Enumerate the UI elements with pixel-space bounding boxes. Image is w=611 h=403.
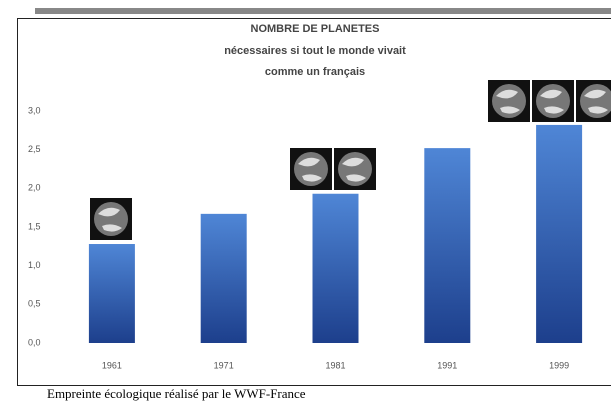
y-tick-label: 1,0: [28, 260, 41, 270]
planet-icon: [290, 148, 332, 190]
chart-subtitle: comme un français: [265, 66, 365, 78]
chart: NOMBRE DE PLANETES nécessaires si tout l…: [0, 0, 611, 403]
x-tick-label: 1971: [214, 360, 234, 370]
chart-subtitle: nécessaires si tout le monde vivait: [224, 45, 406, 57]
bar: [89, 244, 135, 343]
bar: [313, 194, 359, 343]
planet-icon: [532, 80, 574, 122]
y-tick-label: 1,5: [28, 221, 41, 231]
x-tick-label: 1991: [437, 360, 457, 370]
y-tick-label: 3,0: [28, 105, 41, 115]
x-tick-label: 1999: [549, 360, 569, 370]
bar: [536, 125, 582, 343]
y-tick-label: 2,0: [28, 183, 41, 193]
y-tick-label: 2,5: [28, 144, 41, 154]
top-rule: [35, 8, 611, 14]
planet-icon: [576, 80, 611, 122]
page: NOMBRE DE PLANETES nécessaires si tout l…: [0, 0, 611, 403]
chart-title: NOMBRE DE PLANETES: [251, 23, 380, 35]
bar: [424, 148, 470, 343]
planet-icon: [488, 80, 530, 122]
bar: [201, 214, 247, 343]
x-tick-label: 1981: [325, 360, 345, 370]
planet-icon: [334, 148, 376, 190]
caption: Empreinte écologique réalisé par le WWF-…: [47, 386, 306, 401]
y-tick-label: 0,0: [28, 337, 41, 347]
planet-icon: [90, 198, 132, 240]
x-tick-label: 1961: [102, 360, 122, 370]
y-tick-label: 0,5: [28, 299, 41, 309]
